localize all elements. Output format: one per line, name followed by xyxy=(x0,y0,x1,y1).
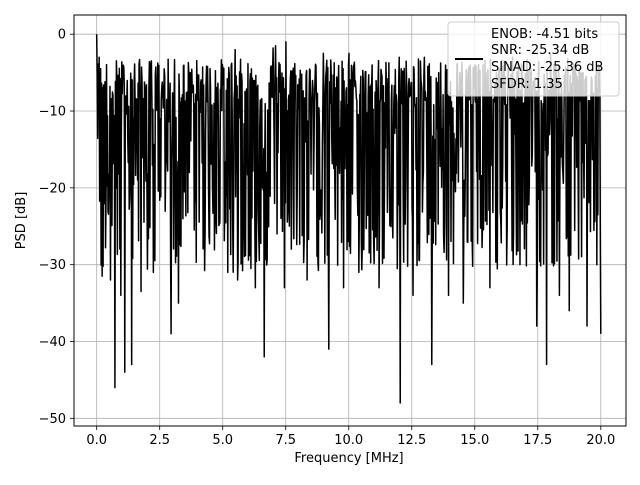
y-tick-label: −50 xyxy=(39,412,66,427)
legend-line-sfdr: SFDR: 1.35 xyxy=(491,77,563,92)
x-tick-label: 2.5 xyxy=(149,433,170,448)
y-axis-ticks: 0 −10 −20 −30 −40 −50 xyxy=(39,28,74,427)
x-tick-label: 17.5 xyxy=(523,433,552,448)
legend-box xyxy=(447,21,620,97)
x-tick-label: 12.5 xyxy=(397,433,426,448)
psd-series-line xyxy=(95,34,602,404)
x-tick-label: 7.5 xyxy=(275,433,296,448)
y-axis-label: PSD [dB] xyxy=(14,192,29,250)
x-tick-label: 5.0 xyxy=(212,433,233,448)
plot-data-group xyxy=(95,34,602,404)
legend-line-enob: ENOB: -4.51 bits xyxy=(491,27,598,42)
y-tick-label: −10 xyxy=(39,105,66,120)
x-axis-ticks: 0.0 2.5 5.0 7.5 10.0 12.5 15.0 17.5 20.0 xyxy=(86,426,615,448)
axes-frame xyxy=(73,14,627,427)
legend: ENOB: -4.51 bits SNR: -25.34 dB SINAD: -… xyxy=(447,21,620,97)
x-axis-label: Frequency [MHz] xyxy=(294,451,403,466)
x-tick-label: 20.0 xyxy=(586,433,615,448)
x-tick-label: 10.0 xyxy=(334,433,363,448)
legend-line-sinad: SINAD: -25.36 dB xyxy=(491,60,603,75)
x-tick-label: 0.0 xyxy=(86,433,107,448)
legend-line-snr: SNR: -25.34 dB xyxy=(491,43,589,58)
y-tick-label: −40 xyxy=(39,335,66,350)
y-tick-label: 0 xyxy=(58,28,66,43)
y-tick-label: −30 xyxy=(39,258,66,273)
x-tick-label: 15.0 xyxy=(460,433,489,448)
y-tick-label: −20 xyxy=(39,181,66,196)
